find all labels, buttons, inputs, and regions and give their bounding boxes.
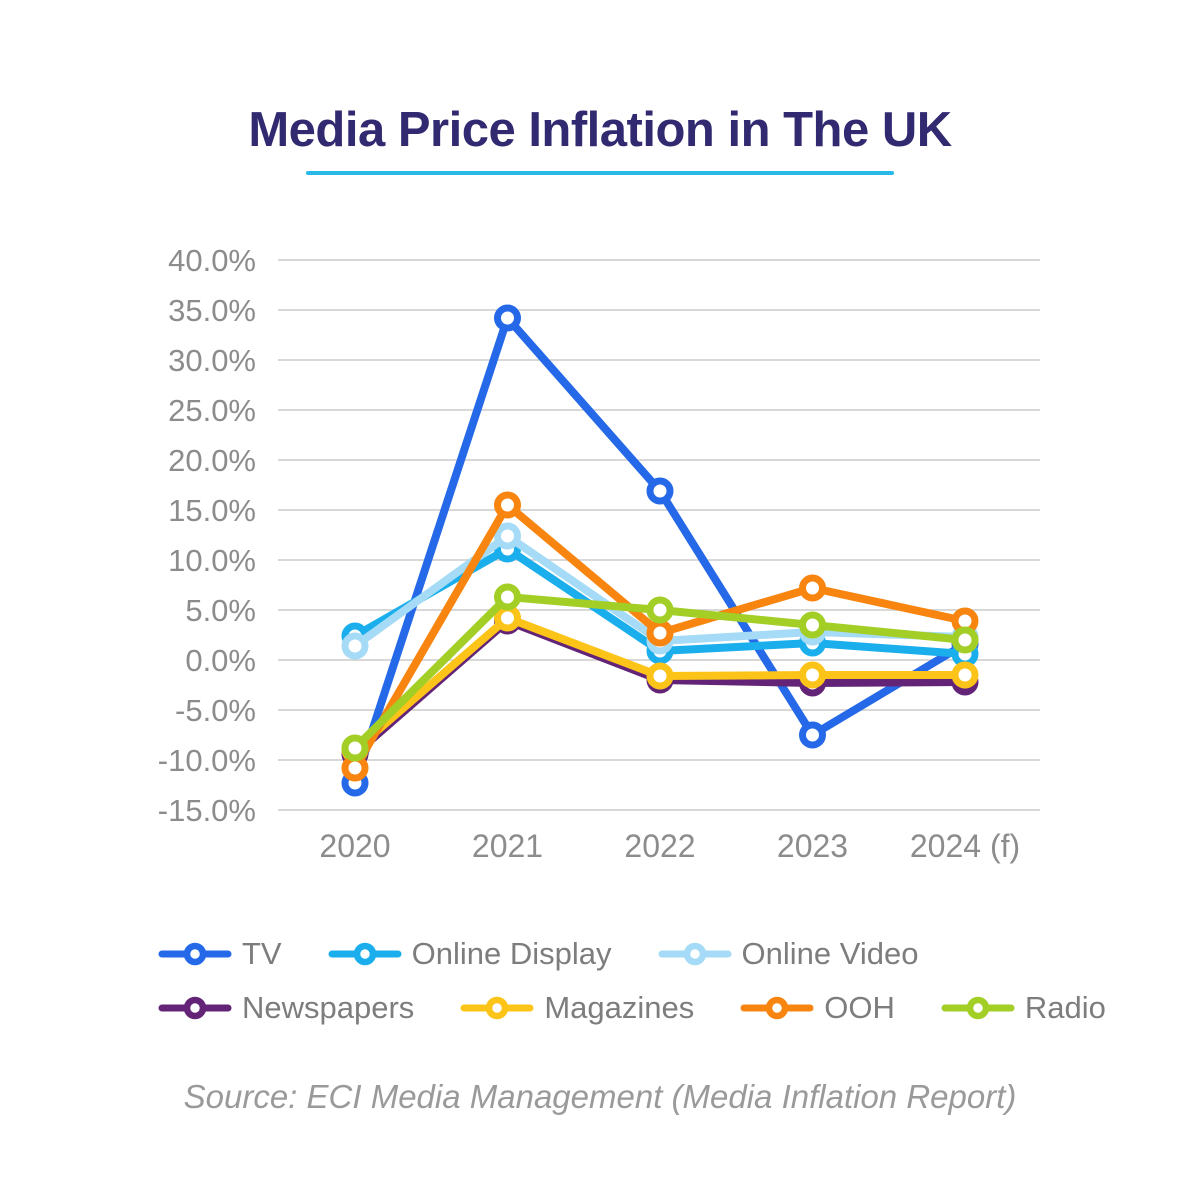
y-tick-label: 30.0% [168, 343, 256, 378]
data-point-radio-2022 [646, 596, 674, 624]
data-point-online-video-2021 [494, 522, 521, 550]
data-point-radio-2020 [341, 734, 369, 762]
data-point-radio-2024-f [951, 626, 979, 654]
series-line-tv [351, 314, 969, 787]
legend-row-2: Newspapers Magazines OOH Radio [158, 990, 1106, 1026]
y-tick-label: 35.0% [168, 293, 256, 328]
x-tick-label-2020: 2020 [319, 828, 390, 864]
x-tick-label-2024-f: 2024 (f) [910, 828, 1020, 864]
legend-row-1: TV Online Display Online Video [158, 936, 1106, 972]
legend-item-online-video: Online Video [658, 936, 919, 972]
legend-marker-newspapers-icon [158, 996, 232, 1020]
legend-marker-radio-icon [941, 996, 1015, 1020]
data-point-ooh-2023 [799, 574, 826, 602]
chart-title: Media Price Inflation in The UK [248, 103, 952, 157]
y-tick-label: 20.0% [168, 443, 256, 478]
x-tick-label-2023: 2023 [777, 828, 848, 864]
legend-label-online-video: Online Video [741, 936, 919, 971]
legend-marker-online-display-icon [328, 942, 402, 966]
legend-marker-online-video-icon [658, 942, 731, 966]
data-point-radio-2021 [494, 583, 521, 611]
legend-item-radio: Radio [941, 990, 1106, 1026]
data-point-tv-2021 [494, 304, 521, 332]
data-point-ooh-2022 [646, 619, 674, 647]
y-tick-label: 25.0% [168, 393, 256, 428]
legend-marker-tv-icon [158, 942, 232, 966]
x-axis-labels: 2020 2021 2022 2023 2024 (f) [319, 828, 1020, 864]
y-tick-label: 5.0% [185, 593, 256, 628]
y-tick-label: -10.0% [158, 743, 256, 778]
legend-label-magazines: Magazines [544, 990, 695, 1025]
data-point-magazines-2021 [494, 604, 521, 632]
data-point-tv-2023 [799, 721, 826, 749]
legend-marker-ooh-icon [740, 996, 814, 1020]
legend-label-newspapers: Newspapers [242, 990, 415, 1025]
y-tick-label: 40.0% [168, 243, 256, 278]
legend-item-ooh: OOH [740, 990, 895, 1026]
legend-marker-magazines-icon [460, 996, 534, 1020]
title-underline-decoration [306, 171, 894, 175]
source-attribution: Source: ECI Media Management (Media Infl… [183, 1078, 1017, 1115]
legend-item-newspapers: Newspapers [158, 990, 414, 1026]
x-tick-label-2021: 2021 [472, 828, 543, 864]
legend-item-magazines: Magazines [460, 990, 694, 1026]
legend-label-radio: Radio [1024, 990, 1106, 1025]
legend-item-online-display: Online Display [328, 936, 612, 972]
legend-label-tv: TV [242, 936, 282, 971]
y-tick-label: -15.0% [158, 793, 256, 828]
y-tick-label: 10.0% [168, 543, 256, 578]
data-point-magazines-2022 [646, 662, 674, 690]
data-point-ooh-2021 [494, 491, 521, 519]
data-point-online-video-2020 [341, 632, 369, 660]
legend-label-ooh: OOH [824, 990, 895, 1025]
legend-label-online-display: Online Display [411, 936, 612, 971]
data-point-radio-2023 [799, 611, 826, 639]
data-point-magazines-2023 [799, 661, 826, 689]
data-point-tv-2022 [646, 477, 674, 505]
chart-legend: TV Online Display Online Video Newspapers M… [158, 936, 1106, 1026]
x-tick-label-2022: 2022 [624, 828, 695, 864]
y-tick-label: 0.0% [185, 643, 256, 678]
legend-item-tv: TV [158, 936, 282, 972]
line-chart: 40.0% 35.0% 30.0% 25.0% 20.0% 15.0% 10.0% 5.0% 0… [158, 243, 1040, 864]
y-tick-label: -5.0% [175, 693, 256, 728]
y-gridlines [278, 259, 1040, 811]
data-point-magazines-2024-f [951, 661, 979, 689]
y-tick-label: 15.0% [168, 493, 256, 528]
series-tv [341, 304, 979, 797]
series-radio [341, 583, 979, 762]
y-axis-labels: 40.0% 35.0% 30.0% 25.0% 20.0% 15.0% 10.0% 5.0% 0… [158, 243, 256, 828]
